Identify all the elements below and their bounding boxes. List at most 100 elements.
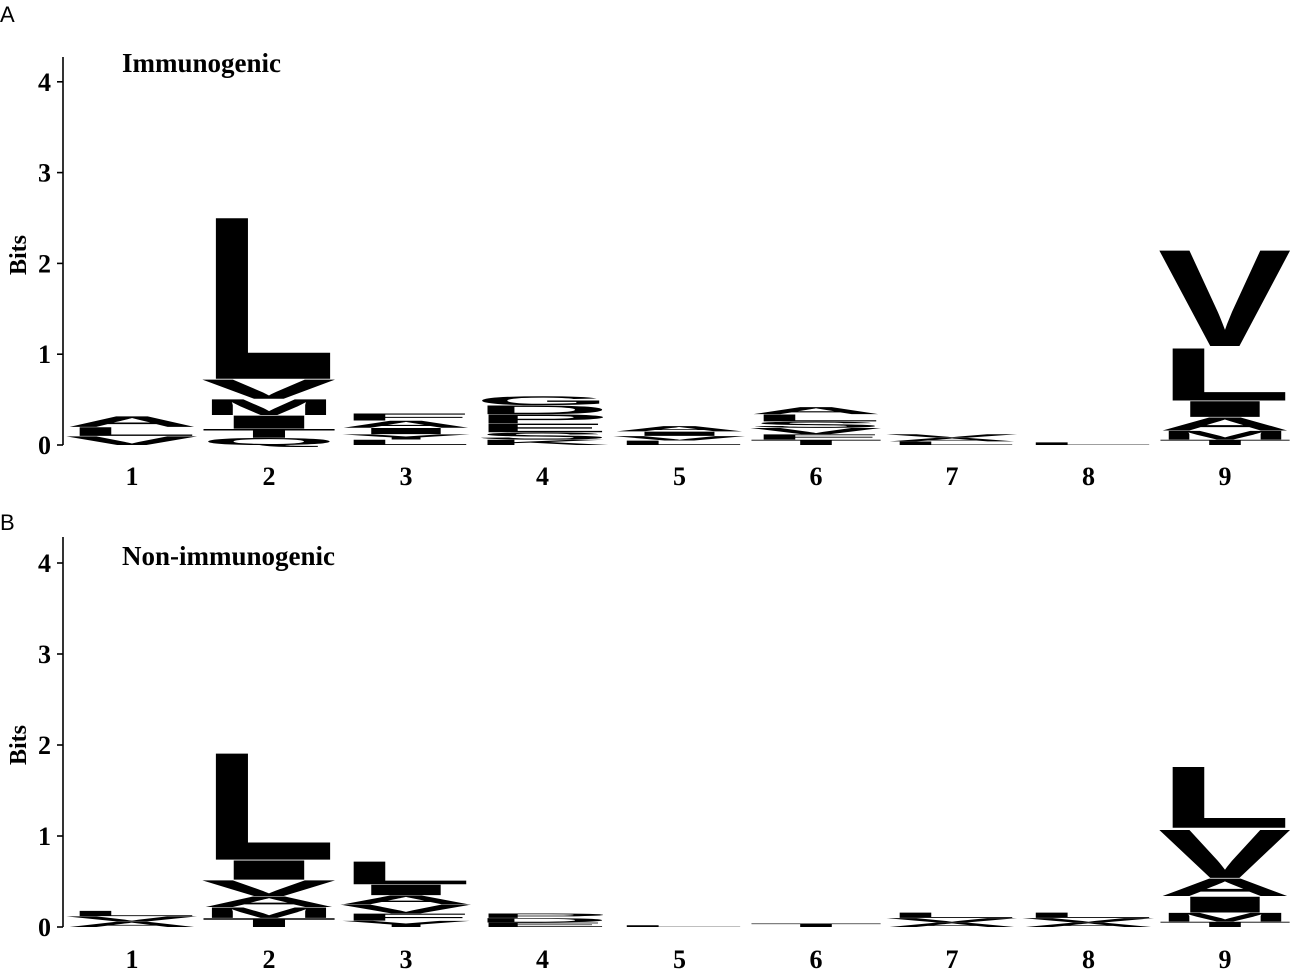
y-tick-label: 1 (38, 822, 51, 851)
logo-letter-v: V (1021, 917, 1155, 924)
logo-letter-a: A (1158, 873, 1292, 901)
logo-letter-v: V (339, 902, 472, 916)
logo-letter-l: L (885, 440, 1019, 446)
logo-letter-a: A (885, 921, 1019, 928)
logo-letter-l: L (201, 169, 337, 429)
logo-letter-f: F (749, 433, 883, 441)
logo-letter-v: V (612, 435, 746, 442)
logo-letter-i: I (201, 855, 337, 886)
position-label: 1 (126, 945, 139, 970)
position-label: 1 (126, 462, 139, 491)
logo-letter-l: L (65, 909, 199, 917)
logo-letter-m: M (1158, 910, 1292, 924)
position-label: 5 (673, 945, 686, 970)
logo-letter-l: L (1158, 332, 1292, 417)
logo-letter-g: G (475, 394, 610, 408)
logo-letter-i: I (612, 430, 747, 437)
logo-letter-i: I (1158, 396, 1292, 421)
logo-letter-v: V (885, 433, 1018, 439)
logo-letter-v: V (65, 434, 198, 448)
position-label: 2 (263, 945, 276, 970)
logo-letter-t: T (1158, 920, 1292, 928)
logo-letter-f: F (339, 411, 473, 422)
logo-letter-f: F (339, 911, 473, 922)
position-label: 9 (1219, 462, 1232, 491)
logo-letter-v: V (885, 917, 1018, 924)
position-label: 8 (1082, 945, 1095, 970)
position-label: 6 (810, 462, 823, 491)
logo-letter-y: Y (339, 919, 473, 929)
logo-letter-s: S (749, 420, 883, 430)
logo-letter-p: P (475, 412, 610, 426)
logo-letter-a: A (749, 405, 883, 416)
position-label: 7 (946, 945, 959, 970)
logo-letter-i: I (339, 426, 473, 436)
panel-label: A (0, 2, 15, 27)
position-label: 4 (536, 945, 549, 970)
logo-letter-a: A (612, 425, 747, 433)
y-tick-label: 2 (38, 731, 51, 760)
chart-title: Immunogenic (122, 48, 281, 78)
position-label: 4 (536, 462, 549, 491)
logo-letter-a: A (339, 419, 473, 430)
logo-letter-v: V (1158, 815, 1291, 893)
logo-letter-d: D (475, 403, 610, 417)
logo-letter-a: A (201, 893, 337, 910)
logo-letter-t: T (1158, 438, 1292, 446)
logo-letter-l: L (885, 911, 1019, 919)
logo-letter-a: A (1158, 413, 1292, 434)
logo-letter-l: L (612, 925, 747, 928)
y-tick-label: 3 (38, 640, 51, 669)
position-label: 2 (263, 462, 276, 491)
logo-letter-l: L (339, 855, 473, 892)
logo-letter-s: S (475, 430, 610, 441)
position-label: 6 (810, 945, 823, 970)
logo-letter-a: A (885, 437, 1019, 443)
y-tick-label: 0 (38, 431, 51, 460)
logo-letter-l: L (65, 424, 199, 438)
y-axis-label: Bits (6, 725, 32, 765)
y-tick-label: 0 (38, 913, 51, 942)
y-tick-label: 3 (38, 159, 51, 188)
logo-letter-a: A (1021, 921, 1156, 928)
position-label: 7 (946, 462, 959, 491)
logo-letter-t: T (749, 922, 883, 928)
logo-letter-v: V (201, 374, 336, 405)
logo-letter-d: D (475, 917, 610, 924)
logo-letter-e: E (475, 421, 610, 435)
chart-title: Non-immunogenic (122, 541, 335, 571)
logo-letter-l: L (339, 438, 473, 446)
logo-letter-v: V (201, 875, 336, 901)
position-label: 3 (400, 945, 413, 970)
logo-letter-v: V (749, 426, 882, 436)
logo-letter-q: Q (201, 436, 337, 447)
logo-letter-a: A (65, 920, 199, 928)
logo-letter-l: L (749, 412, 883, 423)
logo-letter-l: L (1021, 442, 1156, 446)
logo-letter-m: M (1158, 428, 1292, 442)
y-tick-label: 4 (38, 549, 51, 578)
logo-letter-a: A (65, 413, 199, 430)
position-label: 3 (400, 462, 413, 491)
logo-letter-l: L (201, 720, 337, 892)
logo-letter-l: L (1021, 911, 1156, 919)
logo-letter-a: A (339, 893, 473, 907)
logo-letter-k: K (475, 438, 610, 446)
logo-letter-t: T (749, 438, 883, 446)
y-tick-label: 4 (38, 68, 51, 97)
logo-letter-l: L (1158, 748, 1292, 846)
logo-letter-y: Y (339, 433, 473, 441)
position-label: 8 (1082, 462, 1095, 491)
logo-letter-v: V (65, 915, 198, 923)
position-label: 9 (1219, 945, 1232, 970)
logo-letter-i: I (1158, 892, 1292, 917)
logo-letter-i: I (201, 412, 337, 433)
logo-letter-p: P (475, 912, 610, 919)
logo-letter-e: E (475, 921, 610, 928)
y-tick-label: 1 (38, 340, 51, 369)
panel-label: B (0, 510, 15, 535)
y-axis-label: Bits (6, 235, 32, 275)
logo-letter-t: T (201, 916, 337, 930)
